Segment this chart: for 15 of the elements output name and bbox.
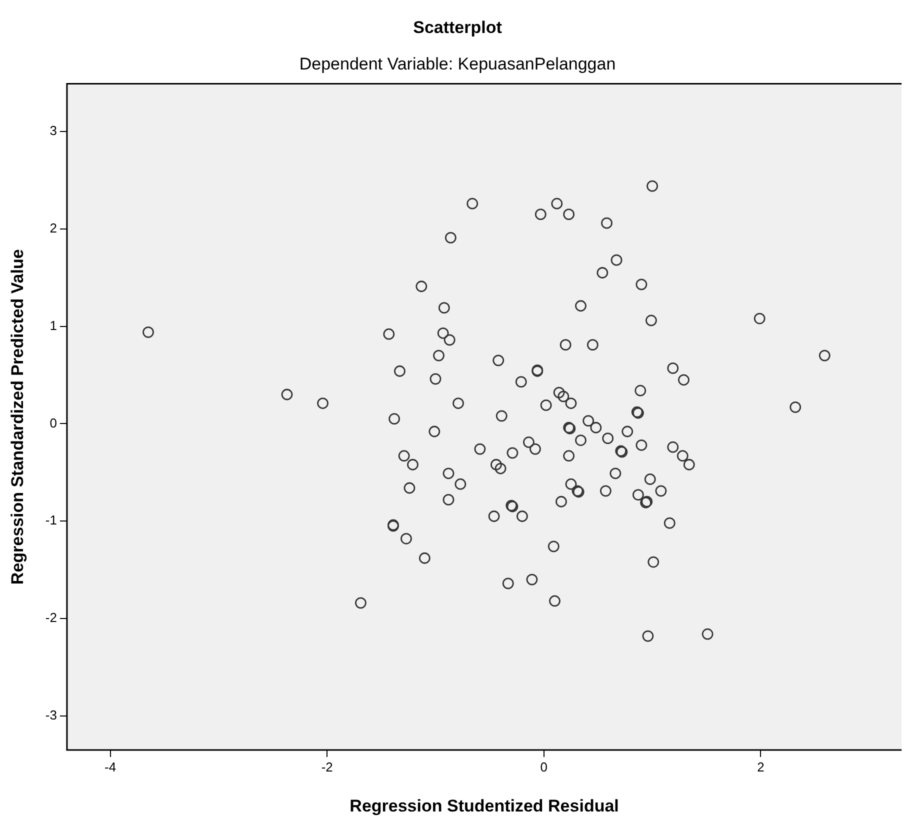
y-axis-title: Regression Standardized Predicted Value [8,249,27,585]
y-tick-label: -2 [45,610,57,626]
y-tick-label: -3 [45,707,57,722]
chart-title: Scatterplot [413,18,502,37]
x-tick-label: 0 [540,759,548,774]
chart-subtitle: Dependent Variable: KepuasanPelanggan [299,54,616,74]
x-tick-label: -4 [104,759,116,774]
y-tick-label: 3 [50,123,57,138]
x-axis-title: Regression Studentized Residual [350,796,619,816]
y-tick-label: 0 [50,415,57,430]
x-tick-label: 2 [757,759,764,774]
y-tick-label: -1 [45,512,57,528]
y-tick-label: 2 [50,220,57,236]
x-tick-label: -2 [321,759,333,774]
y-tick-label: 1 [50,318,57,333]
